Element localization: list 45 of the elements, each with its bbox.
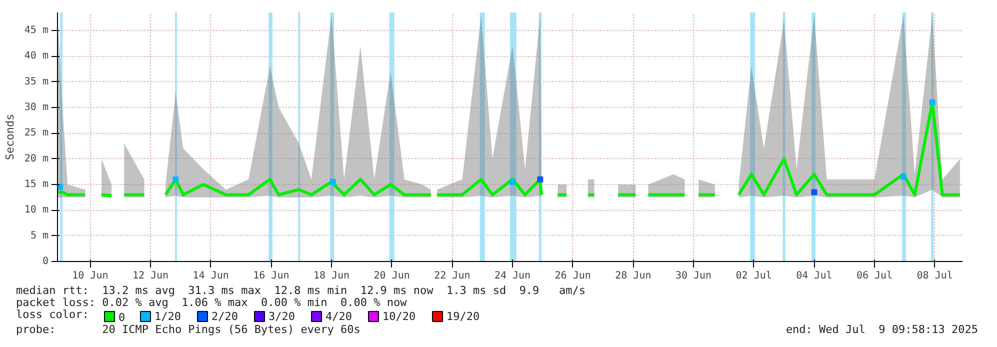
point	[537, 176, 544, 182]
x-tick-label: 02 Jul	[736, 270, 772, 282]
x-tick-label: 14 Jun	[192, 270, 229, 282]
x-tick-label: 26 Jun	[554, 270, 591, 282]
text: end: Wed Jul 9 09:58:13 2025	[786, 323, 978, 336]
x-tick-label: 04 Jul	[796, 270, 832, 282]
point	[929, 99, 936, 106]
x-tick-label: 22 Jun	[434, 270, 470, 282]
y-tick-label: 15 m	[24, 178, 49, 190]
point	[172, 176, 179, 182]
x-tick-label: 16 Jun	[253, 270, 290, 282]
text: probe: 20 ICMP Echo Pings (56 Bytes) every 60s	[16, 323, 360, 336]
legend-label: 4/20	[326, 310, 352, 323]
x-tick-label: 10 Jun	[72, 270, 108, 282]
y-tick-label: 20 m	[24, 153, 49, 164]
x-tick-label: 08 Jul	[916, 270, 953, 282]
y-tick-label: 25 m	[24, 128, 49, 139]
point	[510, 178, 516, 185]
legend-label: 2/20	[212, 310, 238, 323]
y-tick-label: 5 m	[30, 230, 48, 242]
y-tick-label: 40 m	[24, 50, 49, 62]
legend-label: 10/20	[382, 310, 416, 323]
y-tick-label: 45 m	[24, 24, 49, 36]
legend-label: 19/20	[446, 310, 480, 323]
text: median rtt: 13.2 ms avg 31.3 ms max 12.8 ms min 12.9 ms now 1.3 ms sd 9.9 am/s	[16, 284, 586, 297]
x-tick-label: 28 Jun	[615, 270, 652, 282]
x-tick-label: 18 Jun	[313, 270, 350, 282]
legend-label: 0	[118, 311, 126, 324]
x-tick-label: 20 Jun	[374, 270, 410, 282]
y-tick-label: 35 m	[24, 76, 49, 88]
x-tick-label: 06 Jul	[856, 270, 893, 282]
x-tick-label: 24 Jun	[494, 270, 531, 282]
legend-label: 1/20	[154, 310, 181, 323]
y-tick-label: 10 m	[24, 204, 49, 216]
x-tick-label: 12 Jun	[132, 270, 169, 282]
point	[811, 189, 818, 196]
y-axis-title: Seconds	[3, 114, 16, 160]
legend-label: 3/20	[268, 310, 295, 323]
legend-title: loss color:	[16, 308, 89, 321]
point	[900, 174, 906, 180]
y-tick-label: 30 m	[24, 102, 49, 113]
x-tick-label: 30 Jun	[675, 270, 712, 282]
y-tick-label: 0	[42, 256, 49, 267]
point	[330, 178, 336, 185]
text: packet loss: 0.02 % avg 1.06 % max 0.00 % min 0.00 % now	[16, 296, 407, 309]
